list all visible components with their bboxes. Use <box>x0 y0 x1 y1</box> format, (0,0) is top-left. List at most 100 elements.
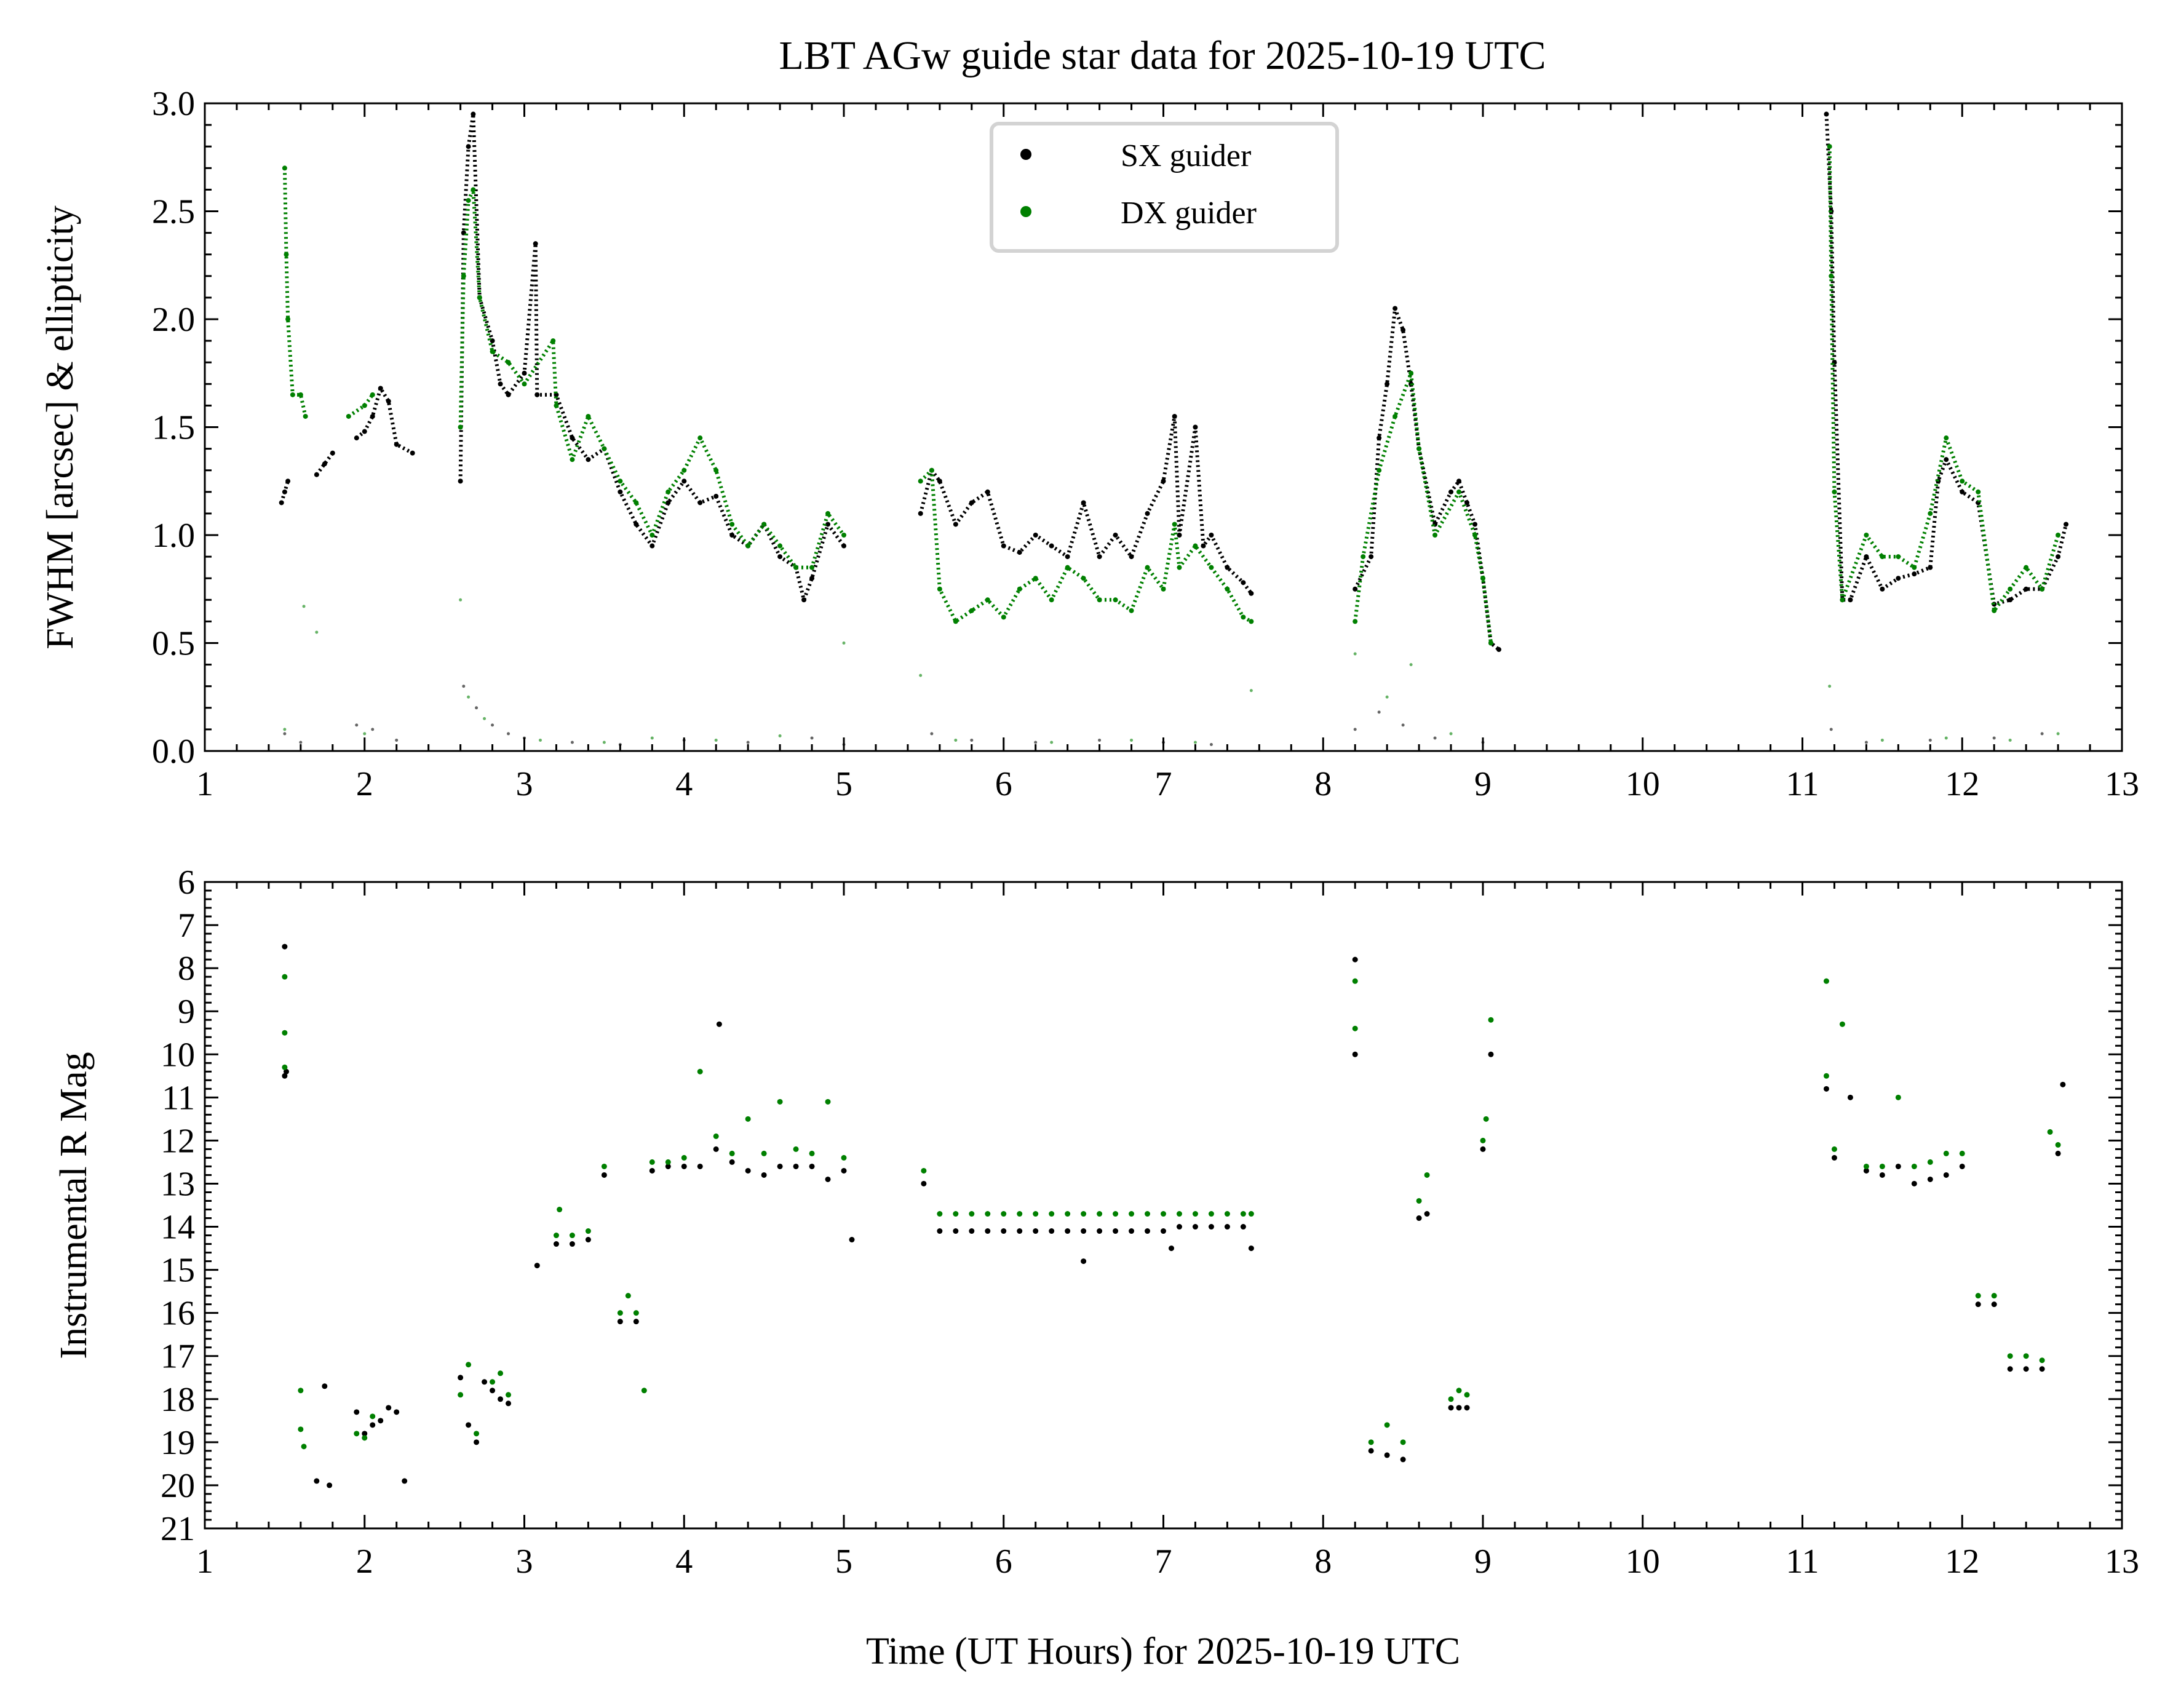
sx-fwhm-point <box>1376 435 1382 441</box>
y-tick-label: 1.5 <box>152 409 195 447</box>
y-tick-label: 7 <box>178 907 195 945</box>
dx-ellipticity-point <box>1249 689 1253 693</box>
dx-ellipticity-point <box>283 728 287 731</box>
dx-fwhm-point <box>745 543 751 549</box>
sx-mag-point <box>1823 1086 1829 1092</box>
sx-fwhm-point <box>1249 590 1254 596</box>
sx-mag-point <box>1895 1163 1901 1169</box>
sx-fwhm-point <box>1369 554 1374 560</box>
y-tick-label: 8 <box>178 950 195 988</box>
dx-ellipticity-point <box>459 598 463 602</box>
dx-fwhm-trace <box>919 468 1252 624</box>
sx-mag-point <box>498 1396 504 1402</box>
dx-fwhm-point <box>1976 489 1981 495</box>
sx-mag-point <box>362 1431 368 1437</box>
dx-fwhm-point <box>937 586 942 592</box>
dx-mag-point <box>1001 1211 1007 1217</box>
dx-mag-point <box>641 1388 647 1394</box>
sx-mag-point <box>969 1228 975 1234</box>
dx-ellipticity-point <box>1409 663 1413 667</box>
sx-mag-point <box>953 1228 959 1234</box>
sx-fwhm-point <box>1161 479 1166 484</box>
dx-fwhm-point <box>713 467 719 473</box>
sx-mag-point <box>378 1418 384 1424</box>
dx-fwhm-trace <box>348 394 375 418</box>
sx-ellipticity-point <box>1829 728 1833 731</box>
dx-mag-point <box>1943 1150 1949 1156</box>
x-tick-label: 9 <box>1474 1543 1492 1581</box>
dx-fwhm-point <box>1241 614 1246 620</box>
sx-mag-point <box>1863 1167 1869 1174</box>
sx-fwhm-point <box>1001 543 1006 549</box>
sx-fwhm-point <box>2064 522 2069 527</box>
sx-mag-point <box>466 1422 472 1428</box>
dx-mag-point <box>282 974 288 980</box>
magnitude-plot: 1 2 3 4 5 6 7 8 9 10 11 12 1367891011121314151617181… <box>161 864 2139 1581</box>
dx-mag-point <box>1927 1159 1933 1165</box>
dx-ellipticity-point <box>1193 741 1197 744</box>
sx-ellipticity-point <box>299 741 303 744</box>
dx-fwhm-point <box>1113 597 1118 603</box>
x-tick-label: 3 <box>516 1543 533 1581</box>
dx-mag-point <box>1176 1211 1182 1217</box>
fwhm-plot: 1 2 3 4 5 6 7 8 9 10 11 12 130.00.51.01.52.02.53.0 <box>152 85 2139 803</box>
dx-ellipticity-point <box>602 741 606 744</box>
sx-fwhm-point <box>841 543 846 549</box>
dx-fwhm-point <box>969 608 974 613</box>
dx-ellipticity-point <box>714 738 718 742</box>
x-tick-label: 13 <box>2105 765 2139 803</box>
dx-mag-point <box>1248 1211 1254 1217</box>
dx-mag-point <box>1161 1211 1166 1217</box>
dx-mag-point <box>697 1068 703 1074</box>
sx-mag-point <box>394 1409 400 1415</box>
sx-mag-point <box>474 1439 480 1445</box>
dx-ellipticity-point <box>842 641 846 645</box>
dx-fwhm-point <box>303 413 308 419</box>
dx-mag-point <box>1863 1163 1869 1169</box>
sx-mag-point <box>2055 1150 2061 1156</box>
sx-mag-point <box>617 1319 623 1325</box>
dx-mag-point <box>601 1163 607 1169</box>
sx-mag-point <box>1176 1224 1182 1230</box>
sx-mag-point <box>1224 1224 1230 1230</box>
sx-mag-point <box>490 1388 496 1394</box>
sx-mag-point <box>825 1176 831 1182</box>
sx-fwhm-point <box>586 457 591 463</box>
dx-mag-point <box>1368 1439 1374 1445</box>
dx-mag-point <box>937 1211 943 1217</box>
dx-fwhm-point <box>1177 565 1182 570</box>
sx-mag-point <box>327 1482 333 1488</box>
sx-mag-point <box>1368 1448 1374 1454</box>
dx-ellipticity-point <box>954 738 958 742</box>
dx-mag-point <box>474 1431 480 1437</box>
x-tick-label: 11 <box>1786 1543 1819 1581</box>
sx-mag-point <box>569 1241 575 1247</box>
sx-mag-point <box>1831 1154 1837 1161</box>
dx-fwhm-point <box>1081 576 1086 581</box>
y-tick-label: 3.0 <box>152 85 195 123</box>
y-tick-label: 16 <box>161 1295 195 1333</box>
bottom-y-axis-label: Instrumental R Mag <box>53 1052 95 1359</box>
sx-mag-point <box>1145 1228 1151 1234</box>
x-tick-label: 10 <box>1626 1543 1660 1581</box>
dx-fwhm-point <box>522 381 527 387</box>
dx-fwhm-point <box>1864 533 1869 538</box>
sx-mag-point <box>1927 1176 1933 1182</box>
dx-mag-point <box>1208 1211 1214 1217</box>
dx-mag-point <box>1911 1163 1917 1169</box>
dx-ellipticity-point <box>1353 652 1357 656</box>
dx-fwhm-point <box>370 392 375 397</box>
dx-fwhm-point <box>1832 489 1837 495</box>
sx-ellipticity-point <box>2040 732 2044 736</box>
dx-mag-point <box>649 1159 655 1165</box>
sx-mag-point <box>937 1228 943 1234</box>
sx-fwhm-point <box>969 500 974 506</box>
x-tick-label: 4 <box>675 1543 693 1581</box>
sx-fwhm-point <box>713 493 719 499</box>
x-tick-label: 4 <box>675 765 693 803</box>
dx-fwhm-point <box>1992 608 1997 613</box>
dx-mag-point <box>1129 1211 1135 1217</box>
dx-fwhm-point <box>953 619 958 624</box>
sx-fwhm-point <box>1448 489 1454 495</box>
sx-mag-point <box>1049 1228 1055 1234</box>
